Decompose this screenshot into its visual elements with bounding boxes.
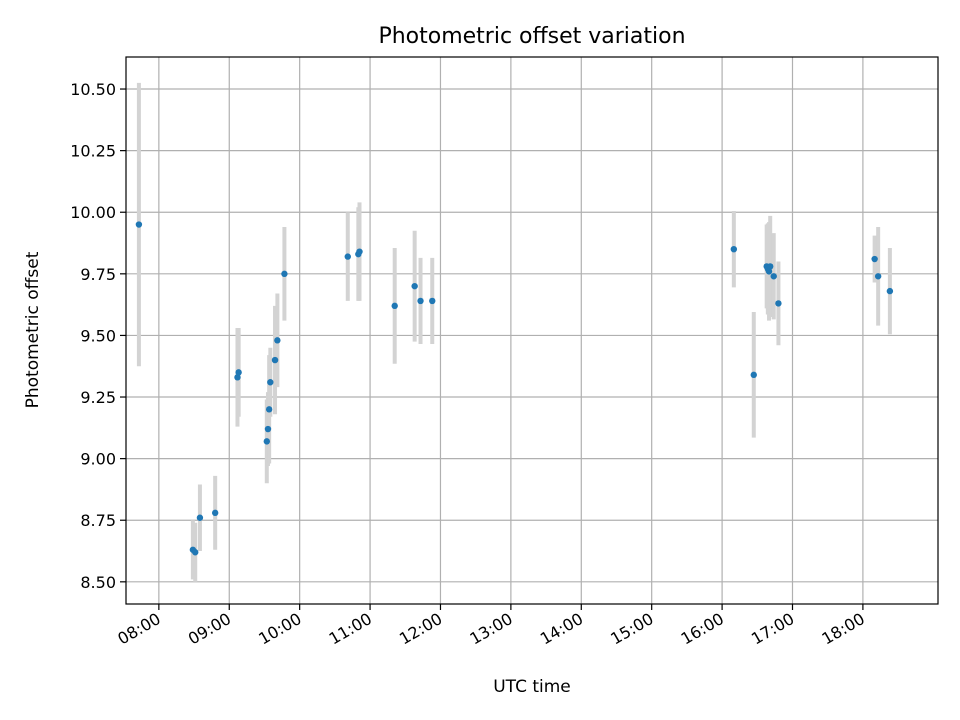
data-point [391, 302, 398, 310]
x-axis-label: UTC time [493, 677, 571, 697]
x-tick-label: 18:00 [818, 609, 867, 649]
y-tick-label: 8.50 [80, 573, 116, 592]
data-point [886, 287, 894, 295]
data-point [234, 374, 241, 381]
data-point [211, 509, 219, 517]
data-point [196, 514, 204, 521]
x-tick-label: 16:00 [678, 609, 727, 649]
y-tick-label: 9.50 [80, 326, 116, 345]
error-bars [136, 82, 892, 582]
x-tick-label: 14:00 [537, 609, 586, 649]
data-point [235, 369, 242, 376]
data-point [775, 300, 782, 307]
y-tick-label: 9.25 [80, 388, 116, 407]
y-axis-label: Photometric offset [23, 251, 43, 408]
data-point [871, 255, 878, 263]
x-tick-label: 12:00 [396, 609, 445, 649]
data-point [281, 270, 288, 278]
y-tick-label: 9.00 [80, 450, 116, 469]
y-tick-label: 10.50 [70, 80, 116, 99]
x-tick-label: 13:00 [466, 609, 515, 649]
data-point [411, 282, 418, 290]
data-point [356, 248, 363, 255]
data-point [274, 337, 281, 344]
data-point [429, 297, 436, 305]
x-axis-ticks: 08:00 09:00 10:00 11:00 12:00 13:00 14:00 15:00… [114, 604, 868, 649]
data-point [264, 425, 272, 433]
x-tick-label: 10:00 [255, 609, 304, 649]
data-point [765, 268, 773, 275]
data-point [344, 253, 351, 260]
y-tick-label: 10.00 [70, 203, 116, 222]
data-point [265, 406, 273, 413]
data-points [135, 221, 894, 556]
x-tick-label: 08:00 [114, 609, 163, 649]
data-point [135, 221, 143, 228]
x-tick-label: 17:00 [748, 609, 797, 649]
data-point [770, 273, 777, 280]
x-tick-label: 15:00 [607, 609, 656, 649]
grid [126, 57, 938, 604]
data-point [730, 245, 738, 253]
data-point [750, 371, 757, 379]
data-point [267, 379, 274, 386]
x-tick-label: 09:00 [185, 609, 234, 649]
data-point [874, 273, 882, 280]
y-tick-label: 8.75 [80, 511, 116, 530]
y-tick-label: 9.75 [80, 265, 116, 284]
data-point [767, 263, 774, 270]
x-tick-label: 11:00 [326, 609, 375, 649]
data-point [192, 549, 199, 556]
data-point [417, 297, 424, 305]
chart-title: Photometric offset variation [378, 24, 685, 49]
y-tick-label: 10.25 [70, 142, 116, 161]
data-point [263, 438, 271, 445]
data-point [271, 356, 279, 364]
y-axis-ticks: 8.50 8.75 9.00 9.25 9.50 9.75 10.00 10.25 10.50 [70, 80, 126, 592]
plot-frame [125, 56, 939, 605]
